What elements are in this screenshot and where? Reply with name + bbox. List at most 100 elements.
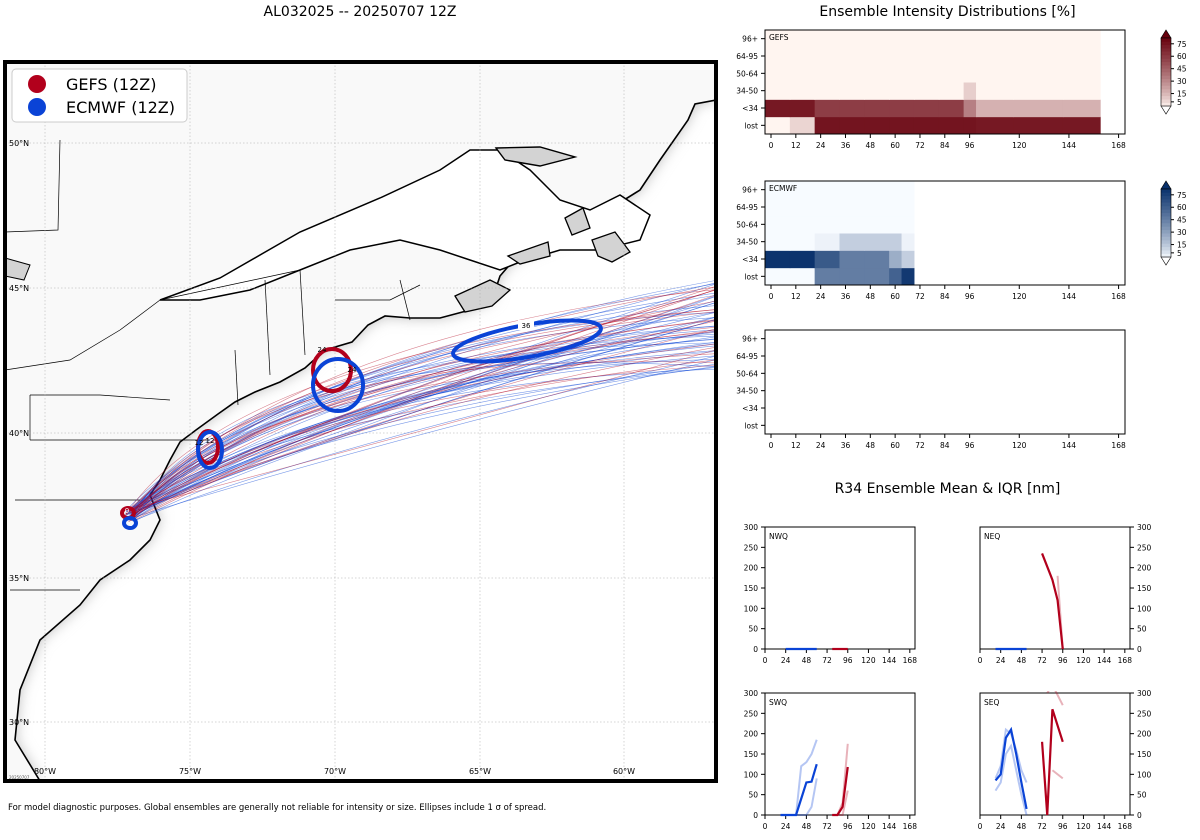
heatmap-cell [901,233,915,251]
heatmap-cell [976,82,1014,100]
r34-xtick-label: 24 [996,656,1006,665]
r34-ytick-label: 150 [1137,750,1152,759]
heatmap-cell [839,233,865,251]
heatmap-cell [913,30,940,48]
heatmap-cell [814,82,840,100]
heatmap-cell [901,250,915,269]
newfoundland-tip [591,231,631,263]
ecmwf-ellipse-0 [122,516,138,530]
heatmap-cell [889,250,903,269]
r34-xtick-label: 48 [802,656,812,665]
r34-xtick-label: 0 [978,822,983,831]
track-map: 0 0 12 12 24 24 36 50°N 45°N 40°N 35°N 3… [3,60,718,783]
heatmap-cell [789,82,816,100]
heatmap-xtick-label: 168 [1111,141,1126,150]
r34-ytick-label: 300 [1137,523,1152,532]
label-ecmwf-24: 24 [348,366,357,374]
r34-ytick-label: 0 [753,645,758,654]
heatmap-xtick-label: 72 [915,141,925,150]
r34-panel-swq: SWQ 0 50 100 150 200 250 300 0 24 48 72 96 120 144 168 [744,689,918,831]
heatmap-xtick-label: 12 [791,441,801,450]
heatmap-xtick-label: 168 [1111,292,1126,301]
heatmap-xtick-label: 24 [816,141,826,150]
gefs-member-track [134,331,716,518]
lat-label-50: 50°N [9,139,29,148]
r34-ytick-label: 300 [744,523,759,532]
heatmap-cell [765,30,791,48]
ecmwf-member-track [129,316,716,512]
r34-ytick-label: 150 [744,750,759,759]
heatmap-cell [864,181,890,199]
legend-gefs-marker [28,75,46,93]
r34-xtick-label: 168 [903,656,918,665]
heatmap-ytick-label: 64-95 [736,203,758,212]
heatmap-cell [889,47,915,66]
r34-ytick-label: 50 [748,791,758,800]
heatmap-cell [814,30,840,48]
colorbar-tick-label: 45 [1177,216,1187,225]
heatmap-gefs: lost <34 34-50 50-64 64-95 96+ 0 12 24 36 48 60 72 84… [736,29,1126,150]
colorbar-tick-label: 5 [1177,249,1182,258]
colorbar-ecmwf: 515 30 45 60 75 [1160,180,1187,266]
r34-ytick-label: 250 [744,543,759,552]
heatmap-cell [913,99,940,118]
colorbar-tick-label: 60 [1177,52,1187,61]
heatmap-cell [864,30,890,48]
heatmap-cell [864,64,890,83]
gefs-mean-line [1040,708,1064,816]
heatmap-cell [839,181,865,199]
heatmap-ytick-label: 96+ [742,186,758,195]
r34-xtick-label: 24 [781,822,791,831]
heatmap-cell [864,250,890,269]
r34-plot-area [995,553,1064,651]
heatmap-xtick-label: 36 [841,141,851,150]
intensity-heatmaps: lost <34 34-50 50-64 64-95 96+ 0 12 24 36 48 60 72 84… [736,29,1187,450]
heatmap-cell [889,116,915,135]
heatmap-cell [789,250,816,269]
heatmap-cell [839,198,865,217]
main-title: AL032025 -- 20250707 12Z [263,4,457,20]
r34-ytick-label: 300 [744,689,759,698]
colorbar-segment [1161,65,1171,69]
heatmap-ytick-label: 50-64 [736,220,758,229]
colorbar-segment [1161,240,1171,244]
lon-label-70: 70°W [324,767,346,776]
ecmwf-member-track [127,359,716,520]
heatmap-cell [814,250,840,269]
heatmap-cell [765,267,791,286]
heatmap-cell [814,233,840,251]
gefs-member-track [126,328,716,515]
heatmap-cell [938,99,965,118]
heatmap-cell [814,198,840,217]
heatmap-cell [1062,116,1101,135]
heatmap-xtick-label: 48 [866,441,876,450]
heatmap-ytick-label: lost [744,121,758,130]
colorbar-segment [1161,229,1171,234]
state-borders [5,139,421,591]
heatmap-cell [976,64,1014,83]
heatmap-ecmwf: lost <34 34-50 50-64 64-95 96+ 0 12 24 36 48 60 72 84… [736,180,1126,301]
heatmap-cell [889,233,903,251]
heatmap-cell [889,215,903,234]
graticule [5,62,716,781]
legend-box [11,68,188,123]
intensity-title: Ensemble Intensity Distributions [%] [819,4,1076,20]
heatmap-ytick-label: lost [744,421,758,430]
heatmap-cell [889,198,903,217]
heatmap-cell [963,30,977,48]
colorbar-segment [1161,212,1171,217]
colorbar-segment [1161,82,1171,86]
heatmap-cell [839,47,865,66]
r34-xtick-label: 72 [822,656,832,665]
lon-label-75: 75°W [179,767,201,776]
gefs-member-track [130,286,716,522]
heatmap-cell [789,198,816,217]
r34-xtick-label: 168 [1118,822,1133,831]
ecmwf-member-track [133,283,716,512]
heatmap-cell [889,267,903,286]
heatmap-cell [814,47,840,66]
heatmap-cell [864,215,890,234]
heatmap-cell [1013,116,1064,135]
heatmap-cell [938,47,965,66]
